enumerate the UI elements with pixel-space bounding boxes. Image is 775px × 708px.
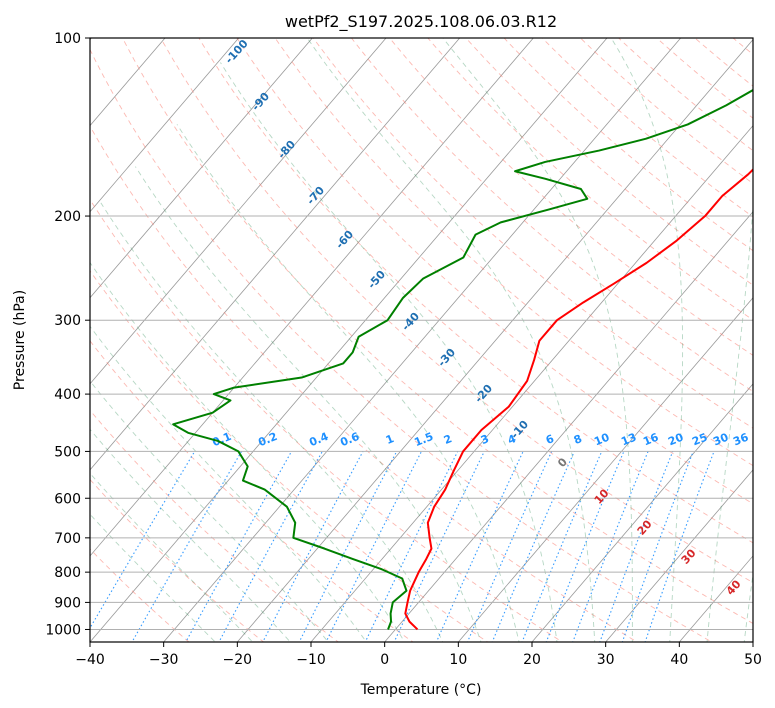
isotherm-line: [90, 38, 240, 213]
x-tick-label: 50: [744, 652, 762, 668]
mixing-ratio-line: [435, 451, 524, 642]
mixing-ratio-line: [364, 451, 459, 642]
mixing-ratio-line: [325, 451, 422, 642]
mixing-ratio-label: 30: [711, 431, 730, 449]
dry-adiabat-line: [350, 38, 753, 392]
mixing-ratio-label: 1: [384, 432, 396, 447]
dry-adiabat-line: [389, 38, 753, 356]
y-tick-label: 700: [54, 531, 81, 547]
moist-adiabat-line: [90, 472, 254, 642]
dry-adiabat-line: [198, 38, 753, 544]
x-axis: −40 −30 −20 −10 0 10 20 30 40 50: [75, 642, 762, 668]
moist-adiabat-line: [135, 166, 482, 642]
pressure-grid: [90, 38, 753, 630]
isotherm-line: [163, 38, 682, 642]
moist-adiabat-line: [90, 325, 367, 642]
plot-frame: [89, 37, 754, 643]
y-axis: 1000 900 800 700 600 500 400 300 200 100: [45, 31, 90, 638]
mixing-ratio-line: [185, 451, 292, 642]
mixing-ratio-line: [466, 451, 553, 642]
x-tick-label: 30: [597, 652, 615, 668]
isotherm-line: [90, 38, 461, 471]
mixing-ratio-line: [90, 451, 196, 630]
moist-adiabat-line: [100, 202, 444, 642]
dry-adiabat-line: [274, 38, 753, 467]
chart-title: wetPf2_S197.2025.108.06.03.R12: [285, 12, 557, 32]
mixing-ratio-line: [131, 451, 242, 642]
mixing-ratio-label: 16: [641, 431, 660, 449]
y-tick-label: 300: [54, 313, 81, 329]
isotherm-line: [310, 125, 753, 642]
y-tick-label: 800: [54, 565, 81, 581]
y-tick-label: 200: [54, 209, 81, 225]
mixing-ratio-label: 20: [666, 431, 685, 449]
y-tick-label: 900: [54, 595, 81, 611]
x-tick-label: 20: [523, 652, 541, 668]
dry-adiabats: [90, 38, 753, 642]
dry-adiabat-line: [427, 38, 753, 321]
dry-adiabat-line: [90, 478, 265, 642]
mixing-ratio-line: [545, 451, 625, 642]
isotherm-line: [90, 38, 387, 385]
isotherm-line: [90, 38, 534, 557]
y-tick-label: 400: [54, 387, 81, 403]
x-tick-label: 0: [380, 652, 389, 668]
x-tick-label: −20: [223, 652, 253, 668]
y-tick-label: 600: [54, 491, 81, 507]
dry-adiabat-line: [236, 38, 753, 505]
dry-adiabat-line: [312, 38, 753, 429]
isotherm-line: [384, 211, 753, 642]
mixing-ratio-label: 36: [731, 431, 750, 449]
temperature-profile-line: [404, 168, 753, 631]
dry-adiabat-line: [465, 38, 753, 286]
mixing-ratio-line: [521, 451, 603, 642]
isotherm-line: [605, 469, 753, 642]
mixing-ratio-label: 8: [572, 432, 584, 447]
mixing-ratio-label: 13: [619, 431, 638, 449]
dry-adiabat-line: [160, 38, 753, 584]
sounding-series: [172, 88, 753, 631]
mixing-ratio-line: [393, 451, 485, 642]
dewpoint-profile-line: [172, 88, 753, 630]
mixing-ratio-label: 10: [592, 431, 611, 449]
isotherm-line: [90, 38, 608, 642]
mixing-ratio-label: 2: [442, 432, 454, 447]
isotherm-line: [531, 383, 753, 642]
isotherm-line: [90, 38, 166, 127]
x-tick-label: −10: [296, 652, 326, 668]
dry-adiabat-line: [541, 38, 753, 218]
x-tick-label: 40: [670, 652, 688, 668]
y-tick-label: 100: [54, 31, 81, 47]
dry-adiabat-line: [90, 48, 713, 642]
dry-adiabat-line: [90, 198, 564, 642]
mixing-ratio-label: 25: [690, 431, 709, 449]
x-axis-title: Temperature (°C): [360, 682, 482, 698]
y-axis-title: Pressure (hPa): [12, 290, 28, 390]
moist-adiabat-line: [220, 62, 558, 642]
mixing-ratio-label: 3: [479, 432, 491, 447]
y-tick-label: 500: [54, 444, 81, 460]
mixing-ratio-line: [599, 451, 674, 642]
x-tick-label: −40: [75, 652, 105, 668]
mixing-ratio-line: [572, 451, 649, 642]
isotherm-line: [457, 297, 753, 642]
dry-adiabat-line: [90, 125, 638, 642]
x-tick-label: 10: [449, 652, 467, 668]
dry-adiabat-line: [579, 38, 753, 185]
moist-adiabat-line: [90, 261, 406, 642]
mixing-ratio-lines: [90, 451, 715, 642]
moist-adiabat-line: [90, 380, 329, 642]
mixing-ratio-line: [491, 451, 575, 642]
y-tick-label: 1000: [45, 622, 81, 638]
mixing-ratio-line: [298, 451, 398, 642]
x-tick-label: −30: [149, 652, 179, 668]
dry-adiabat-line: [90, 270, 489, 642]
isotherm-line: [90, 38, 313, 299]
